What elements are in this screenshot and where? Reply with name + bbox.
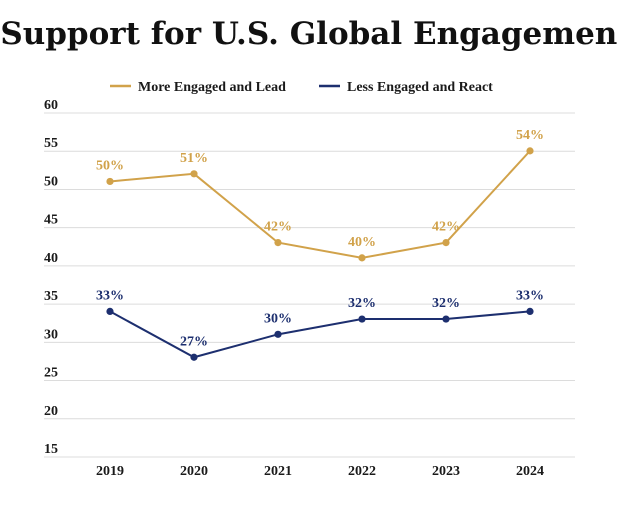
legend: More Engaged and Lead Less Engaged and R… (110, 80, 493, 95)
y-tick-label-15: 15 (44, 442, 58, 457)
data-point (274, 239, 282, 247)
data-point (442, 315, 450, 323)
data-point (526, 147, 534, 155)
series-line (109, 310, 531, 359)
data-point (190, 170, 198, 178)
data-point (190, 353, 198, 361)
data-point (526, 307, 534, 315)
data-label: 33% (516, 288, 544, 303)
x-tick-label-2023: 2023 (432, 464, 460, 479)
data-point (106, 177, 114, 186)
legend-label-less-engaged: Less Engaged and React (347, 80, 493, 95)
series-layer: 50% 51% 42% 40% 42% 54% 33% 27% 30% 32% 32% 33% (96, 128, 544, 361)
y-tick-label-25: 25 (44, 366, 58, 381)
data-point (442, 239, 450, 247)
y-tick-label-50: 50 (44, 174, 58, 189)
x-tick-label-2022: 2022 (348, 464, 376, 479)
series-less-engaged: 33% 27% 30% 32% 32% 33% (96, 288, 544, 361)
y-tick-label-30: 30 (44, 327, 58, 342)
data-label: 40% (348, 235, 376, 250)
data-label: 54% (516, 128, 544, 143)
y-axis-ticks: 60 55 50 45 40 35 30 25 20 15 (44, 98, 58, 457)
y-tick-label-20: 20 (44, 404, 58, 419)
legend-item-more-engaged: More Engaged and Lead (110, 80, 286, 95)
y-tick-label-45: 45 (44, 213, 58, 228)
data-label: 51% (180, 151, 208, 166)
data-label: 42% (264, 220, 292, 235)
y-tick-label-40: 40 (44, 251, 58, 266)
data-label: 32% (348, 296, 376, 311)
data-point (358, 254, 366, 262)
legend-item-less-engaged: Less Engaged and React (319, 80, 493, 95)
data-label: 32% (432, 296, 460, 311)
x-tick-label-2020: 2020 (180, 464, 208, 479)
legend-label-more-engaged: More Engaged and Lead (138, 80, 286, 95)
data-label: 42% (432, 220, 460, 235)
series-line (109, 150, 531, 259)
data-point (274, 330, 282, 338)
x-tick-label-2024: 2024 (516, 464, 544, 479)
y-tick-label-55: 55 (44, 136, 58, 151)
data-point (358, 315, 366, 323)
y-tick-label-35: 35 (44, 289, 58, 304)
data-label: 27% (180, 334, 208, 349)
data-label: 33% (96, 288, 124, 303)
chart-title: Support for U.S. Global Engagement (0, 16, 618, 52)
data-label: 50% (96, 158, 124, 173)
data-label: 30% (264, 311, 292, 326)
data-point (106, 307, 114, 315)
x-tick-label-2021: 2021 (264, 464, 292, 479)
series-more-engaged: 50% 51% 42% 40% 42% 54% (96, 128, 544, 262)
y-tick-label-60: 60 (44, 98, 58, 113)
x-axis-ticks: 2019 2020 2021 2022 2023 2024 (96, 464, 544, 479)
x-tick-label-2019: 2019 (96, 464, 124, 479)
gridlines (44, 112, 575, 458)
